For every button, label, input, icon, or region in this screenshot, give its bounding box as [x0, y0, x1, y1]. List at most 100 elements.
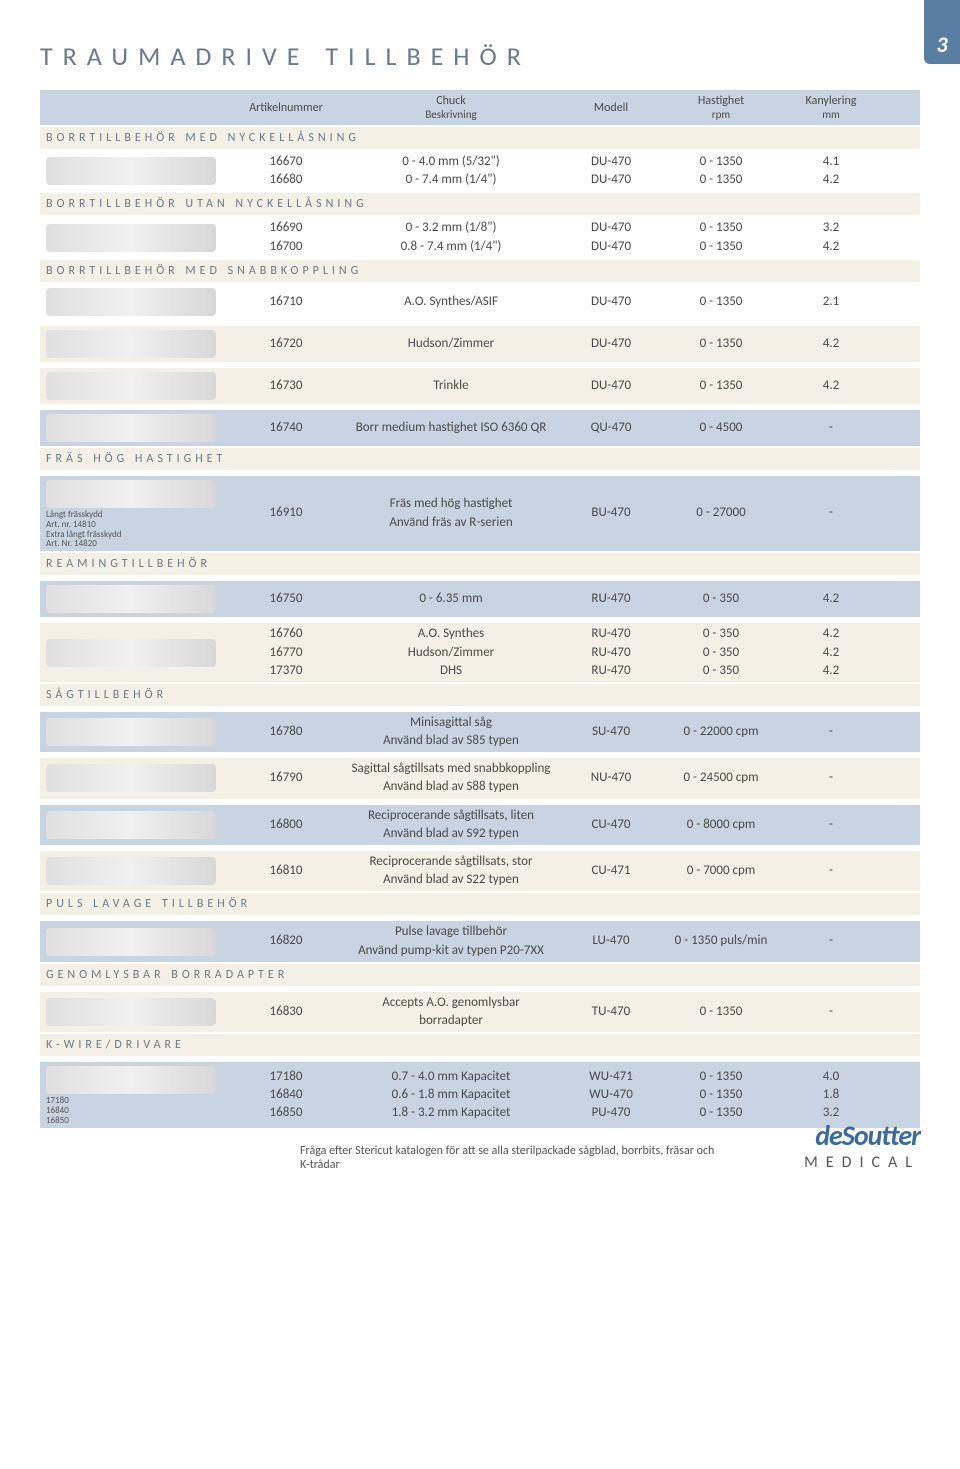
cell-hastighet: 0 - 7000 cpm — [656, 862, 786, 880]
product-image — [46, 718, 216, 746]
cell-hastighet: 0 - 350 — [656, 590, 786, 608]
cell-artikelnummer: 16820 — [236, 932, 336, 950]
cell-artikelnummer: 16830 — [236, 1003, 336, 1021]
product-image — [46, 764, 216, 792]
cell-artikelnummer: 171801684016850 — [236, 1068, 336, 1123]
cell-beskrivning: Pulse lavage tillbehörAnvänd pump-kit av… — [336, 923, 566, 959]
cell-artikelnummer: 1667016680 — [236, 153, 336, 189]
cell-beskrivning: Fräs med hög hastighetAnvänd fräs av R-s… — [336, 495, 566, 531]
cell-modell: WU-471WU-470PU-470 — [566, 1068, 656, 1123]
cell-kanylering: - — [786, 1003, 876, 1021]
page-number-tab: 3 — [924, 0, 960, 64]
cell-kanylering: 2.1 — [786, 293, 876, 311]
table-row: 16730TrinkleDU-4700 - 13504.2 — [40, 368, 920, 404]
cell-modell: CU-471 — [566, 862, 656, 880]
cell-kanylering: 4.2 — [786, 377, 876, 395]
section-heading: K-WIRE/DRIVARE — [40, 1034, 920, 1056]
cell-modell: SU-470 — [566, 723, 656, 741]
cell-modell: CU-470 — [566, 816, 656, 834]
col-kanylering: Kanyleringmm — [786, 94, 876, 121]
table-header: Artikelnummer ChuckBeskrivning Modell Ha… — [40, 90, 920, 125]
cell-kanylering: - — [786, 862, 876, 880]
cell-beskrivning: Reciprocerande sågtillsats, litenAnvänd … — [336, 807, 566, 843]
cell-artikelnummer: 16750 — [236, 590, 336, 608]
page-title: TRAUMADRIVE TILLBEHÖR — [40, 40, 920, 72]
table-row: 16790Sagittal sågtillsats med snabbkoppl… — [40, 758, 920, 798]
cell-beskrivning: 0 - 3.2 mm (1/8")0.8 - 7.4 mm (1/4") — [336, 219, 566, 255]
cell-artikelnummer: 167601677017370 — [236, 625, 336, 680]
cell-hastighet: 0 - 22000 cpm — [656, 723, 786, 741]
product-image — [46, 811, 216, 839]
col-hastighet: Hastighetrpm — [656, 94, 786, 121]
col-modell: Modell — [566, 101, 656, 115]
cell-artikelnummer: 16800 — [236, 816, 336, 834]
cell-modell: DU-470 — [566, 377, 656, 395]
cell-hastighet: 0 - 4500 — [656, 419, 786, 437]
table-body: BORRTILLBEHÖR MED NYCKELLÅSNING166701668… — [40, 127, 920, 1128]
cell-hastighet: 0 - 13500 - 1350 — [656, 153, 786, 189]
cell-artikelnummer: 16780 — [236, 723, 336, 741]
brand-name: deSoutter — [804, 1118, 920, 1153]
cell-kanylering: - — [786, 769, 876, 787]
cell-kanylering: - — [786, 816, 876, 834]
cell-hastighet: 0 - 27000 — [656, 504, 786, 522]
brand-logo: deSoutter MEDICAL — [804, 1118, 920, 1172]
cell-beskrivning: Borr medium hastighet ISO 6360 QR — [336, 419, 566, 437]
cell-beskrivning: Hudson/Zimmer — [336, 335, 566, 353]
table-row: 1718016840168501718016840168500.7 - 4.0 … — [40, 1062, 920, 1128]
cell-artikelnummer: 16730 — [236, 377, 336, 395]
table-row: 167601677017370A.O. SynthesHudson/Zimmer… — [40, 623, 920, 682]
cell-hastighet: 0 - 1350 — [656, 335, 786, 353]
product-image — [46, 157, 216, 185]
cell-modell: RU-470 — [566, 590, 656, 608]
table-row: 16670166800 - 4.0 mm (5/32")0 - 7.4 mm (… — [40, 151, 920, 191]
table-row: 16720Hudson/ZimmerDU-4700 - 13504.2 — [40, 326, 920, 362]
cell-hastighet: 0 - 1350 — [656, 1003, 786, 1021]
product-image — [46, 585, 216, 613]
cell-modell: BU-470 — [566, 504, 656, 522]
section-heading: REAMINGTILLBEHÖR — [40, 553, 920, 575]
cell-hastighet: 0 - 13500 - 1350 — [656, 219, 786, 255]
table-row: 16810Reciprocerande sågtillsats, storAnv… — [40, 851, 920, 891]
product-image — [46, 857, 216, 885]
product-image — [46, 224, 216, 252]
cell-beskrivning: 0 - 6.35 mm — [336, 590, 566, 608]
cell-artikelnummer: 16790 — [236, 769, 336, 787]
table-row: 16740Borr medium hastighet ISO 6360 QRQU… — [40, 410, 920, 446]
product-image — [46, 372, 216, 400]
cell-kanylering: 4.01.83.2 — [786, 1068, 876, 1123]
cell-modell: TU-470 — [566, 1003, 656, 1021]
cell-modell: LU-470 — [566, 932, 656, 950]
cell-artikelnummer: 16810 — [236, 862, 336, 880]
footer-note: Fråga efter Stericut katalogen för att s… — [300, 1144, 720, 1172]
cell-beskrivning: 0.7 - 4.0 mm Kapacitet0.6 - 1.8 mm Kapac… — [336, 1068, 566, 1123]
cell-hastighet: 0 - 3500 - 3500 - 350 — [656, 625, 786, 680]
table-row: 16820Pulse lavage tillbehörAnvänd pump-k… — [40, 921, 920, 961]
cell-kanylering: - — [786, 932, 876, 950]
product-image — [46, 639, 216, 667]
cell-kanylering: - — [786, 419, 876, 437]
cell-beskrivning: Accepts A.O. genomlysbarborradapter — [336, 994, 566, 1030]
cell-modell: NU-470 — [566, 769, 656, 787]
table-row: 16830Accepts A.O. genomlysbarborradapter… — [40, 992, 920, 1032]
product-image — [46, 480, 216, 508]
cell-kanylering: 3.24.2 — [786, 219, 876, 255]
cell-kanylering: 4.2 — [786, 590, 876, 608]
cell-hastighet: 0 - 13500 - 13500 - 1350 — [656, 1068, 786, 1123]
cell-modell: RU-470RU-470RU-470 — [566, 625, 656, 680]
section-heading: BORRTILLBEHÖR MED NYCKELLÅSNING — [40, 127, 920, 149]
table-row: 167500 - 6.35 mmRU-4700 - 3504.2 — [40, 581, 920, 617]
section-heading: PULS LAVAGE TILLBEHÖR — [40, 893, 920, 915]
cell-kanylering: 4.14.2 — [786, 153, 876, 189]
cell-modell: DU-470DU-470 — [566, 219, 656, 255]
table-row: 16690167000 - 3.2 mm (1/8")0.8 - 7.4 mm … — [40, 217, 920, 257]
cell-beskrivning: A.O. Synthes/ASIF — [336, 293, 566, 311]
table-row: 16800Reciprocerande sågtillsats, litenAn… — [40, 805, 920, 845]
section-heading: GENOMLYSBAR BORRADAPTER — [40, 964, 920, 986]
brand-sub: MEDICAL — [804, 1153, 920, 1172]
cell-artikelnummer: 16720 — [236, 335, 336, 353]
table-row: Långt frässkyddArt. nr. 14810Extra långt… — [40, 476, 920, 552]
product-sublabels: 171801684016850 — [46, 1096, 236, 1126]
cell-beskrivning: Sagittal sågtillsats med snabbkopplingAn… — [336, 760, 566, 796]
cell-modell: DU-470 — [566, 293, 656, 311]
